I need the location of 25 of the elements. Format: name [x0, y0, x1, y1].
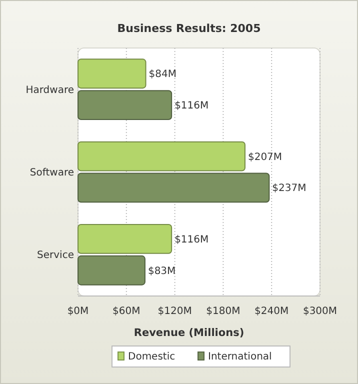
data-label: $237M — [272, 183, 306, 194]
data-label: $207M — [248, 152, 282, 163]
bar — [78, 58, 146, 89]
x-tick-label: $180M — [206, 306, 240, 317]
legend-label: Domestic — [128, 352, 176, 362]
data-label: $84M — [148, 69, 176, 80]
chart-title: Business Results: 2005 — [117, 22, 261, 35]
data-label: $116M — [174, 234, 209, 246]
bar — [78, 90, 172, 120]
bar — [78, 141, 246, 172]
y-tick-label: Service — [37, 250, 74, 262]
data-label: $83M — [148, 266, 176, 277]
bar — [78, 172, 270, 203]
y-tick-label: Software — [30, 168, 74, 178]
x-tick-label: $120M — [158, 306, 192, 317]
x-tick-label: $240M — [254, 306, 289, 317]
bar — [78, 255, 146, 286]
x-axis-title: Revenue (Millions) — [134, 327, 244, 339]
x-tick-label: $0M — [67, 306, 89, 317]
legend-label: International — [208, 352, 272, 362]
x-tick-label: $60M — [112, 306, 140, 317]
x-tick-label: $300M — [302, 306, 338, 317]
y-tick-label: Hardware — [26, 84, 74, 96]
data-label: $116M — [174, 100, 209, 112]
bar — [78, 224, 172, 254]
